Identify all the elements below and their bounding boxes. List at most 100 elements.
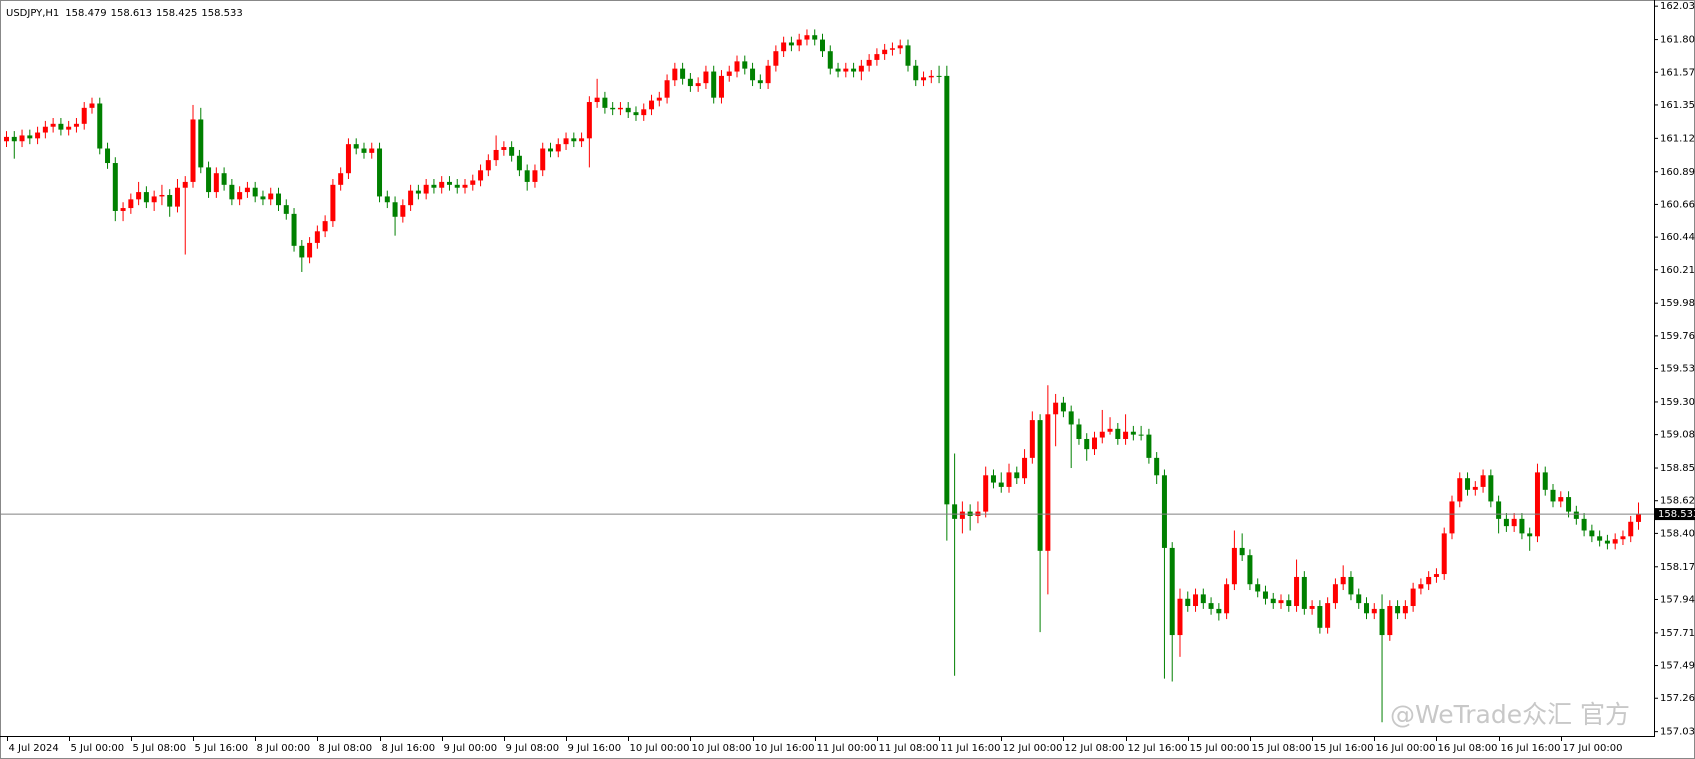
- candle-body: [990, 475, 996, 483]
- candle-body: [283, 205, 289, 214]
- candle-body: [928, 75, 934, 78]
- candle-body: [1511, 518, 1517, 527]
- x-tick-label: 4 Jul 2024: [9, 743, 59, 754]
- y-tick-label: 160.215: [1660, 265, 1695, 276]
- candle-body: [1301, 576, 1307, 609]
- x-tick-label: 16 Jul 08:00: [1438, 743, 1498, 754]
- candle-body: [1247, 555, 1253, 585]
- candle-body: [711, 71, 717, 98]
- candle-body: [571, 138, 577, 142]
- x-tick-label: 15 Jul 08:00: [1252, 743, 1312, 754]
- candle-body: [1029, 420, 1035, 458]
- candle-body: [1496, 501, 1502, 519]
- watermark: @WeTrade众汇 官方: [1390, 700, 1630, 729]
- header-high: 158.613: [111, 8, 152, 19]
- candle-body: [750, 68, 756, 81]
- candle-body: [586, 102, 592, 139]
- candle-body: [1014, 472, 1020, 479]
- candle-body: [97, 103, 103, 149]
- candle-body: [788, 42, 794, 46]
- candle-body: [516, 155, 522, 171]
- candle-body: [827, 51, 833, 69]
- candle-body: [1068, 411, 1074, 425]
- candle-body: [610, 107, 616, 110]
- candle-body: [361, 148, 367, 153]
- candle-body: [1364, 603, 1369, 614]
- candle-body: [959, 511, 965, 519]
- candle-body: [330, 184, 336, 222]
- candle-body: [237, 192, 243, 200]
- candle-body: [1255, 584, 1261, 592]
- candle-body: [136, 192, 142, 200]
- candle-body: [206, 167, 212, 193]
- candle-body: [548, 148, 553, 152]
- candle-body: [532, 170, 538, 182]
- candle-body: [1387, 606, 1393, 636]
- candle-body: [858, 65, 864, 72]
- candle-body: [1138, 434, 1144, 436]
- candle-body: [244, 187, 250, 193]
- candle-body: [563, 138, 569, 145]
- candle-body: [213, 173, 219, 193]
- candle-body: [1573, 511, 1579, 519]
- candle-body: [182, 181, 188, 188]
- header-low: 158.425: [156, 8, 197, 19]
- candle-body: [1053, 402, 1059, 415]
- candle-body: [501, 147, 507, 150]
- current-price-label: 158.533: [1658, 509, 1695, 520]
- candle-body: [1620, 536, 1626, 540]
- candle-body: [1379, 608, 1385, 636]
- candle-body: [649, 100, 655, 110]
- candle-body: [1060, 402, 1066, 412]
- candle-body: [874, 54, 880, 60]
- candle-body: [866, 59, 872, 66]
- x-tick-label: 16 Jul 00:00: [1376, 743, 1436, 754]
- candle-body: [983, 475, 989, 512]
- candle-body: [656, 97, 662, 101]
- candle-body: [174, 187, 180, 207]
- symbol: USDJPY,H1: [6, 8, 59, 19]
- candle-body: [58, 123, 64, 130]
- candle-body: [299, 245, 305, 258]
- candle-body: [952, 504, 958, 519]
- y-tick-label: 157.035: [1660, 727, 1695, 738]
- candle-body: [1231, 547, 1237, 585]
- candle-body: [757, 80, 763, 84]
- candle-body: [742, 61, 748, 69]
- chart-header: USDJPY,H1 158.479 158.613 158.425 158.533: [6, 8, 243, 19]
- header-close: 158.533: [201, 8, 242, 19]
- candle-body: [905, 45, 911, 66]
- candle-body: [1426, 576, 1432, 585]
- candle-body: [703, 71, 709, 84]
- candle-body: [594, 97, 600, 103]
- candle-body: [1566, 497, 1572, 512]
- candle-body: [1480, 475, 1486, 487]
- y-tick-label: 161.575: [1660, 67, 1695, 78]
- candle-body: [1550, 489, 1556, 502]
- candle-body: [625, 107, 631, 113]
- candle-body: [687, 78, 693, 87]
- candle-body: [1146, 434, 1152, 458]
- candle-body: [268, 193, 274, 200]
- candle-body: [4, 136, 9, 142]
- x-tick-label: 8 Jul 08:00: [319, 743, 373, 754]
- y-tick-label: 160.440: [1660, 232, 1695, 243]
- candle-body: [229, 184, 235, 200]
- candle-body: [377, 148, 383, 197]
- candle-body: [1317, 606, 1323, 628]
- y-tick-label: 158.400: [1660, 528, 1695, 539]
- x-tick-label: 17 Jul 00:00: [1563, 743, 1623, 754]
- candle-body: [1107, 428, 1113, 432]
- y-tick-label: 158.850: [1660, 463, 1695, 474]
- y-tick-label: 159.985: [1660, 298, 1695, 309]
- candle-body: [1169, 547, 1175, 636]
- candle-body: [998, 482, 1004, 487]
- candle-body: [105, 148, 111, 164]
- candle-body: [680, 68, 686, 79]
- candle-body: [897, 45, 903, 49]
- candle-body: [1356, 594, 1362, 604]
- y-tick-label: 158.170: [1660, 562, 1695, 573]
- candle-body: [936, 75, 942, 77]
- candle-body: [439, 181, 445, 188]
